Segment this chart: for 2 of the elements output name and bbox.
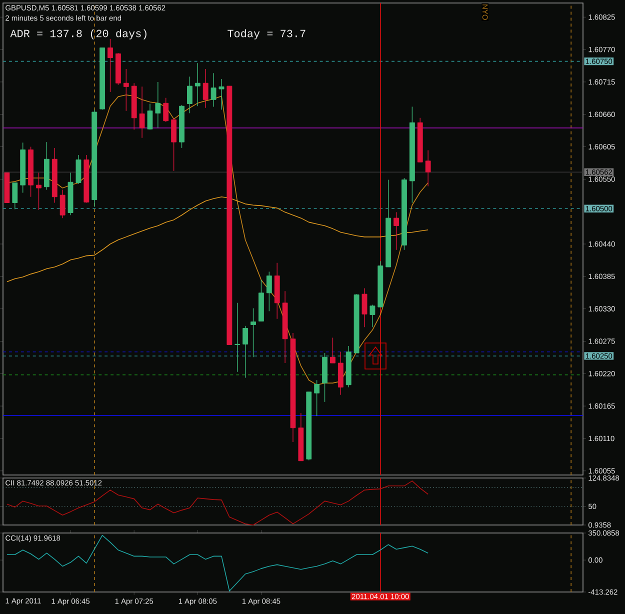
annotation: ADR = 137.8 (20 days)	[10, 29, 146, 40]
annotation: Today = 73.7	[228, 29, 306, 40]
